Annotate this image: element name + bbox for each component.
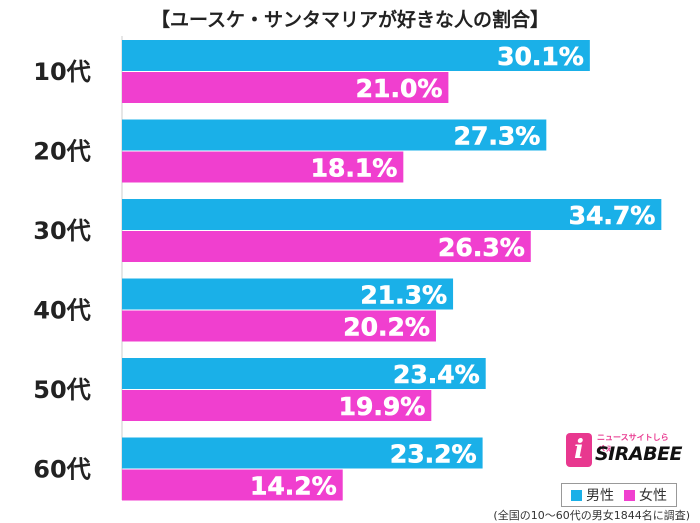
legend-swatch-female <box>624 489 635 501</box>
survey-footnote: (全国の10～60代の男女1844名に調査) <box>493 509 690 522</box>
bar-female <box>122 310 436 342</box>
category-label: 40代 <box>33 297 90 325</box>
category-label: 30代 <box>33 217 90 245</box>
data-label: 18.1% <box>311 154 398 183</box>
bar-male <box>122 40 590 71</box>
data-label: 23.4% <box>393 360 480 389</box>
sirabee-logo: i ニュースサイトしらべぇ SIRABEE <box>566 431 683 473</box>
data-label: 30.1% <box>497 42 584 71</box>
category-label: 20代 <box>33 138 90 166</box>
chart-title: 【ユースケ・サンタマリアが好きな人の割合】 <box>150 9 550 31</box>
data-label: 23.2% <box>390 440 477 469</box>
data-label: 34.7% <box>569 201 656 230</box>
chart-legend: 男性 女性 <box>561 483 677 507</box>
bar-female <box>122 390 432 421</box>
data-label: 27.3% <box>454 122 541 151</box>
legend-label-male: 男性 <box>586 488 614 504</box>
bar-male <box>122 437 483 469</box>
bar-male <box>122 119 547 151</box>
bar-male <box>122 358 486 389</box>
bar-female <box>122 72 449 103</box>
logo-name: SIRABEE <box>595 443 683 465</box>
legend-item-female: 女性 <box>624 485 667 505</box>
data-label: 26.3% <box>438 233 525 262</box>
data-label: 14.2% <box>250 472 337 501</box>
data-label: 21.3% <box>360 281 447 310</box>
data-label: 19.9% <box>339 392 426 421</box>
category-label: 10代 <box>33 58 90 86</box>
data-label: 21.0% <box>356 74 443 103</box>
legend-swatch-male <box>571 489 582 501</box>
bar-female <box>122 151 404 183</box>
legend-label-female: 女性 <box>639 488 667 504</box>
logo-mark: i <box>566 433 592 467</box>
logo-tagline: ニュースサイトしらべぇ <box>597 433 669 453</box>
category-label: 60代 <box>33 456 90 484</box>
bar-female <box>122 231 531 262</box>
category-label: 50代 <box>33 376 90 404</box>
legend-item-male: 男性 <box>571 485 614 505</box>
data-label: 20.2% <box>343 313 430 342</box>
bar-male <box>122 278 454 310</box>
bar-female <box>122 469 343 501</box>
bar-male <box>122 199 662 230</box>
